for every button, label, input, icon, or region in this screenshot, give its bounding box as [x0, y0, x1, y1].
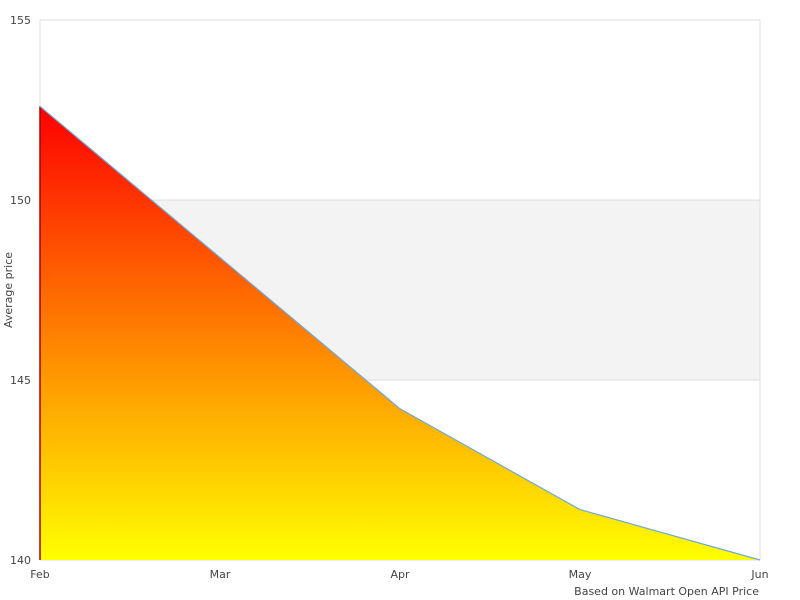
y-axis-ticks: 140 145 150 155 — [10, 14, 31, 567]
x-tick-label: Feb — [30, 568, 49, 581]
y-axis-label: Average price — [2, 252, 15, 328]
x-tick-label: Mar — [210, 568, 231, 581]
series-line — [39, 105, 761, 561]
y-tick-label: 150 — [10, 194, 31, 207]
x-axis-ticks: Feb Mar Apr May Jun — [30, 568, 768, 581]
x-tick-label: May — [569, 568, 592, 581]
y-tick-label: 145 — [10, 374, 31, 387]
x-tick-label: Apr — [390, 568, 410, 581]
y-tick-label: 140 — [10, 554, 31, 567]
x-tick-label: Jun — [750, 568, 768, 581]
area-fill — [40, 106, 760, 561]
x-axis-label: Based on Walmart Open API Price — [574, 585, 759, 598]
y-tick-label: 155 — [10, 14, 31, 27]
